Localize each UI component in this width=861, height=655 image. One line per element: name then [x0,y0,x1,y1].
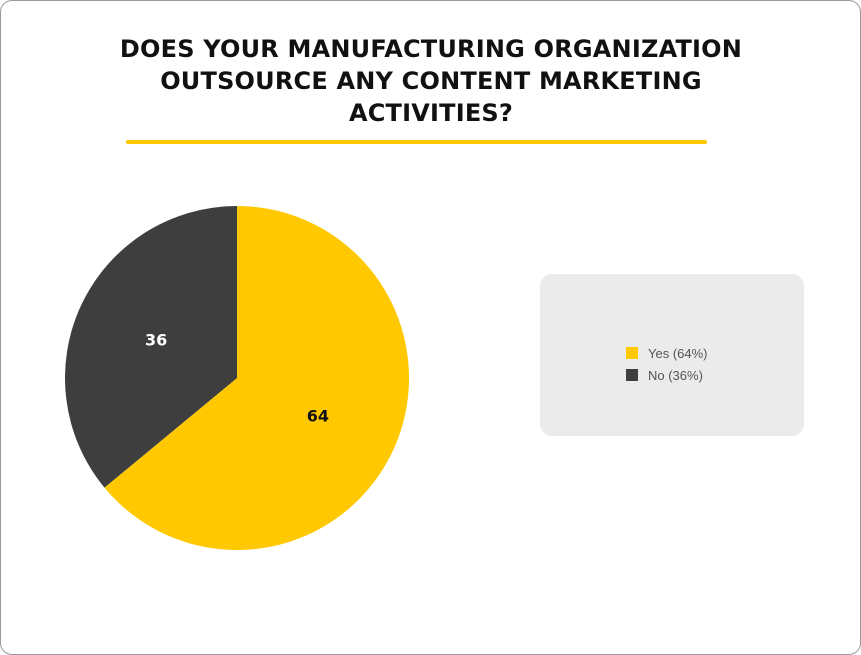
legend: Yes (64%) No (36%) [540,274,804,436]
chart-title: DOES YOUR MANUFACTURING ORGANIZATION OUT… [119,35,743,127]
pie-slices [64,206,409,551]
legend-items: Yes (64%) No (36%) [626,342,708,386]
pie-slice-yes[interactable] [104,206,409,551]
legend-item-yes[interactable]: Yes (64%) [626,342,708,364]
legend-label-yes: Yes (64%) [648,345,708,361]
title-underline [126,140,707,144]
pie-labels: 64 36 [145,330,329,425]
pie-label-no: 36 [145,330,167,349]
pie-slice-no[interactable] [64,206,237,488]
legend-swatch-no [626,369,638,381]
legend-item-no[interactable]: No (36%) [626,364,708,386]
pie-label-yes: 64 [307,407,329,426]
legend-label-no: No (36%) [648,367,703,383]
legend-swatch-yes [626,347,638,359]
